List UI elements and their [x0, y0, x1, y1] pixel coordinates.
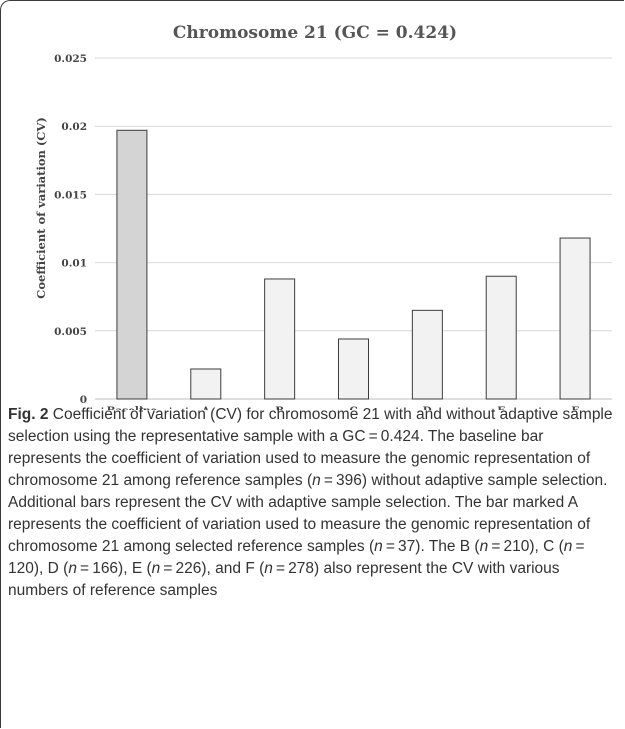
x-tick-label: D: [423, 405, 432, 410]
y-tick-label: 0.025: [54, 53, 87, 65]
caption-segment: = 396) without adaptive sample selection…: [8, 472, 608, 555]
y-tick-label: 0.015: [54, 189, 87, 201]
bars: [116, 129, 591, 400]
y-tick-label: 0.01: [61, 258, 87, 270]
figure-caption: Fig. 2 Coefficient of variation (CV) for…: [8, 404, 614, 602]
caption-italic-n: n: [151, 560, 161, 577]
caption-italic-n: n: [264, 560, 273, 577]
bar-d: [411, 309, 443, 400]
caption-segment: = 37). The B (: [382, 538, 480, 555]
bar-baseline: [116, 129, 148, 400]
caption-segment: = 210), C (: [488, 538, 564, 555]
caption-segment: = 166), E (: [76, 560, 152, 577]
figure-label: Fig. 2: [8, 406, 49, 423]
y-tick-label: 0.005: [54, 326, 87, 338]
caption-segment: = 226), and F (: [160, 560, 265, 577]
bar-c: [338, 338, 369, 400]
caption-text: Coefficient of variation (CV) for chromo…: [8, 406, 613, 599]
caption-italic-n: n: [312, 472, 321, 489]
x-tick-label: C: [349, 405, 357, 410]
bar-e: [485, 275, 517, 400]
caption-italic-n: n: [68, 560, 77, 577]
bar-f: [559, 237, 591, 400]
x-tick-label: A: [201, 405, 211, 410]
bar-a: [190, 368, 222, 400]
caption-segment: = 278) also represent the CV with variou…: [8, 560, 560, 599]
chart-title: Chromosome 21 (GC = 0.424): [173, 23, 457, 43]
x-tick-label: B: [275, 405, 284, 410]
caption-italic-n: n: [374, 538, 383, 555]
caption-italic-n: n: [479, 538, 489, 555]
y-tick-label: 0: [80, 394, 87, 406]
y-axis-label: Coefficient of variation (CV): [34, 117, 48, 299]
bar-chart: Chromosome 21 (GC = 0.424) Coefficient o…: [34, 23, 612, 410]
x-tick-labels: Baseline A B C D E F: [107, 405, 580, 410]
x-tick-label: Baseline: [107, 405, 158, 410]
bar-b: [264, 278, 296, 400]
caption-italic-n: n: [563, 538, 573, 555]
x-tick-label: E: [497, 405, 505, 410]
x-tick-label: F: [571, 405, 579, 410]
caption-segment: Coefficient of variation (CV) for chromo…: [8, 406, 613, 489]
caption-segment: = 120), D (: [8, 538, 588, 577]
y-tick-label: 0.02: [61, 121, 87, 133]
y-tick-labels: 0 0.005 0.01 0.015 0.02 0.025: [54, 53, 87, 406]
